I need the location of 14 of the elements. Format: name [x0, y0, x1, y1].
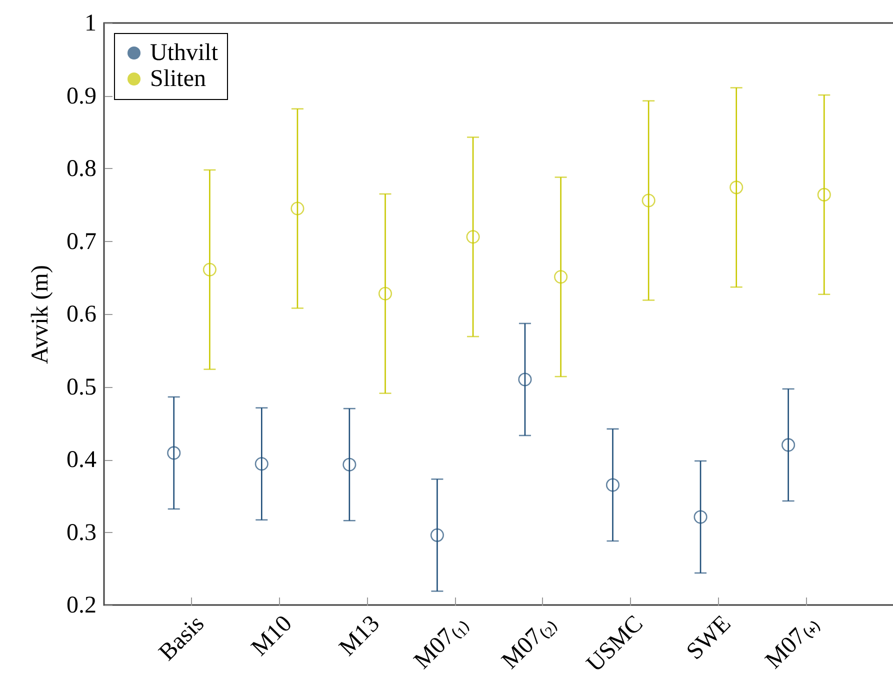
y-tick-label: 0.7 — [66, 228, 96, 255]
y-tick-label: 0.9 — [66, 83, 96, 110]
y-tick-label: 0.3 — [66, 520, 96, 546]
y-tick-label: 1 — [84, 10, 96, 36]
x-tick-label: M10 — [246, 610, 298, 662]
y-axis-title: Avvik (m) — [28, 265, 54, 364]
y-tick-label: 0.6 — [66, 302, 96, 328]
y-tick-label: 0.8 — [66, 156, 96, 182]
legend-label: Sliten — [150, 66, 206, 92]
y-tick-label: 0.4 — [66, 447, 96, 473]
y-tick-label: 0.5 — [66, 374, 96, 400]
legend-label: Uthvilt — [150, 40, 218, 66]
y-tick-label: 0.2 — [66, 592, 96, 618]
x-tick-label: M13 — [334, 610, 386, 662]
